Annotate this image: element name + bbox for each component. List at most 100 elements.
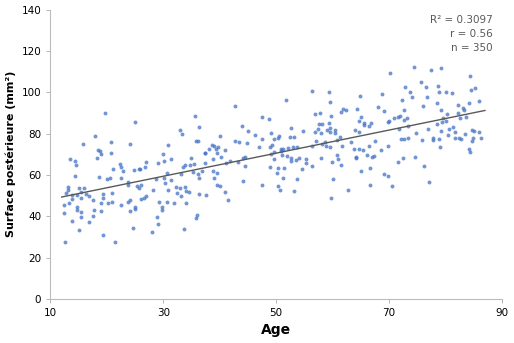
Point: [117, 164, 125, 169]
Point: [159, 151, 167, 156]
Point: [85, 193, 94, 199]
Point: [268, 143, 276, 148]
Point: [202, 192, 210, 197]
Point: [116, 161, 124, 167]
Point: [161, 180, 169, 186]
Point: [136, 166, 144, 172]
Point: [429, 137, 437, 143]
Point: [270, 136, 279, 142]
Point: [106, 150, 115, 155]
Point: [400, 137, 408, 142]
Point: [77, 189, 85, 194]
Point: [175, 127, 183, 132]
Point: [476, 135, 485, 141]
Point: [201, 151, 209, 156]
Point: [337, 163, 345, 168]
Point: [167, 177, 175, 182]
Point: [292, 157, 300, 163]
Point: [90, 207, 98, 213]
Point: [170, 200, 178, 206]
Point: [435, 90, 444, 95]
Point: [239, 155, 247, 161]
Point: [357, 114, 365, 119]
Point: [206, 146, 214, 152]
Point: [238, 178, 247, 184]
Point: [97, 208, 105, 214]
Point: [360, 122, 368, 127]
Point: [469, 135, 477, 140]
Point: [84, 219, 93, 224]
Point: [192, 138, 200, 144]
Point: [75, 185, 83, 191]
Point: [131, 119, 139, 125]
Point: [460, 107, 468, 113]
Point: [438, 119, 446, 125]
Point: [140, 164, 149, 169]
Point: [442, 118, 450, 124]
Point: [355, 146, 363, 152]
Point: [459, 105, 467, 110]
Point: [149, 188, 157, 193]
Point: [200, 160, 209, 166]
Point: [79, 141, 87, 146]
Point: [185, 190, 193, 195]
Point: [142, 159, 150, 164]
Point: [190, 161, 198, 166]
Point: [187, 163, 195, 168]
Point: [274, 184, 283, 189]
Point: [310, 112, 319, 117]
Point: [213, 150, 222, 155]
Point: [64, 185, 72, 190]
Point: [180, 226, 189, 232]
Point: [208, 142, 216, 148]
Point: [295, 155, 303, 161]
X-axis label: Age: Age: [261, 323, 291, 338]
Point: [131, 204, 139, 210]
Point: [91, 133, 99, 139]
Point: [108, 199, 117, 205]
Point: [153, 214, 161, 220]
Point: [73, 207, 81, 212]
Point: [465, 100, 473, 106]
Point: [61, 240, 69, 245]
Point: [352, 156, 360, 161]
Point: [308, 143, 316, 149]
Point: [179, 164, 187, 169]
Point: [435, 137, 444, 142]
Point: [68, 192, 77, 198]
Point: [80, 186, 88, 191]
Point: [209, 157, 217, 162]
Point: [284, 146, 292, 151]
Point: [234, 159, 243, 164]
Point: [277, 148, 285, 154]
Point: [371, 138, 379, 143]
Point: [475, 129, 483, 135]
Point: [125, 208, 134, 214]
Point: [140, 196, 149, 201]
Point: [75, 227, 83, 233]
Point: [465, 146, 473, 152]
Point: [235, 139, 244, 145]
Point: [287, 158, 296, 163]
Point: [172, 184, 180, 189]
Point: [216, 184, 224, 189]
Point: [278, 153, 286, 158]
Point: [126, 197, 134, 203]
Point: [386, 71, 394, 76]
Point: [154, 160, 162, 166]
Point: [238, 123, 247, 129]
Point: [123, 200, 132, 205]
Point: [355, 118, 363, 124]
Point: [377, 147, 386, 153]
Point: [154, 222, 162, 227]
Point: [298, 167, 306, 172]
Point: [135, 186, 143, 191]
Point: [231, 138, 239, 144]
Point: [338, 106, 346, 112]
Point: [209, 169, 217, 174]
Point: [366, 182, 374, 187]
Point: [437, 107, 446, 113]
Point: [394, 114, 402, 119]
Point: [104, 201, 113, 206]
Point: [418, 103, 427, 109]
